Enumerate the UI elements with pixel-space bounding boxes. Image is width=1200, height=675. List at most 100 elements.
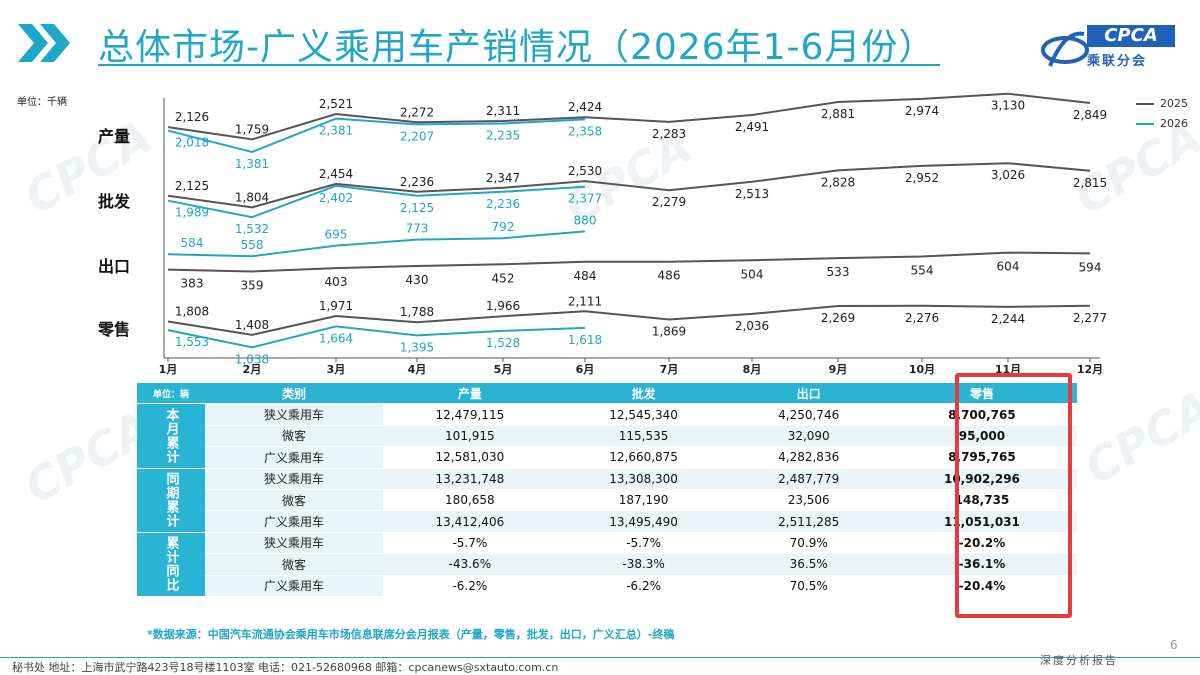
table-cell: 70.5% <box>730 575 887 597</box>
footer-contact: 秘书处 地址：上海市武宁路423号18号楼1103室 电话：021-526809… <box>12 661 559 674</box>
footer-divider <box>0 657 1200 658</box>
data-label: 2,207 <box>400 129 434 143</box>
data-source: *数据来源：中国汽车流通协会乘用车市场信息联席分会月报表（产量，零售，批发，出口… <box>147 628 675 641</box>
data-label: 2,974 <box>905 104 939 118</box>
table-category: 广义乘用车 <box>205 446 383 469</box>
x-tick-label: 12月 <box>1077 363 1103 376</box>
table-cell: 4,282,836 <box>730 446 887 469</box>
page-title: 总体市场-广义乘用车产销情况（2026年1-6月份） <box>98 27 936 68</box>
legend-label: 2026 <box>1160 117 1188 130</box>
data-label: 1,808 <box>175 305 209 319</box>
x-tick-label: 10月 <box>909 363 935 376</box>
table-cell: 70.9% <box>730 532 887 555</box>
chart-unit: 单位：千辆 <box>17 97 67 108</box>
col-header: 出口 <box>730 383 887 405</box>
table-row: 同期累计 狭义乘用车 13,231,748 13,308,300 2,487,779 10… <box>137 468 1077 533</box>
table-row: 广义乘用车 12,581,030 12,660,875 4,282,836 8,795,… <box>137 446 1077 469</box>
data-label: 1,759 <box>235 122 269 136</box>
data-label: 1,664 <box>319 331 353 345</box>
data-label: 2,381 <box>319 124 353 138</box>
table-cell: 12,581,030 <box>383 446 557 469</box>
data-label: 1,989 <box>175 206 209 220</box>
table-row: 广义乘用车 13,412,406 13,495,490 2,511,285 11,051… <box>137 510 1077 533</box>
page-number: 6 <box>1170 638 1178 652</box>
table-category: 微客 <box>205 489 383 512</box>
legend-swatch <box>1136 102 1154 105</box>
table-cell: -43.6% <box>383 553 557 576</box>
data-label: 792 <box>492 220 515 234</box>
series-line-2025 <box>167 162 1091 209</box>
table-category: 微客 <box>205 553 383 576</box>
title-underline <box>98 64 940 66</box>
table-category: 广义乘用车 <box>205 510 383 533</box>
data-label: 2,279 <box>652 195 686 209</box>
data-label: 554 <box>911 264 934 278</box>
x-tick-label: 9月 <box>829 363 848 376</box>
data-label: 3,026 <box>991 168 1025 182</box>
data-label: 1,966 <box>486 299 520 313</box>
legend-item-2025: 2025 <box>1136 97 1188 110</box>
data-label: 1,804 <box>235 190 269 204</box>
series-line-2026 <box>167 230 586 258</box>
x-tick-label: 6月 <box>576 363 595 376</box>
cpca-logo-icon <box>1041 31 1089 67</box>
data-label: 594 <box>1079 260 1102 274</box>
table-cell: 36.5% <box>730 553 887 576</box>
data-label: 1,395 <box>400 340 434 354</box>
data-label: 2,849 <box>1073 108 1107 122</box>
data-label: 2,235 <box>486 129 520 143</box>
table-row: 微客 -43.6% -38.3% 36.5% -36.1% <box>137 553 1077 576</box>
data-label: 2,881 <box>821 107 855 121</box>
data-label: 2,125 <box>175 179 209 193</box>
data-label: 2,018 <box>175 136 209 150</box>
table-cell: 148,735 <box>886 489 1077 512</box>
series-line-2026 <box>167 325 586 349</box>
table-cell: 12,660,875 <box>556 446 731 469</box>
panel-label-wholesale: 批发 <box>98 192 131 211</box>
data-label: 1,408 <box>235 318 269 332</box>
table-cell: 95,000 <box>886 425 1077 448</box>
data-label: 2,111 <box>568 294 602 308</box>
table-category: 狭义乘用车 <box>205 403 383 426</box>
panel-label-retail: 零售 <box>98 320 131 339</box>
data-label: 2,377 <box>568 192 602 206</box>
col-header: 零售 <box>886 383 1077 405</box>
data-label: 2,236 <box>400 175 434 189</box>
data-label: 2,491 <box>735 120 769 134</box>
data-label: 1,532 <box>235 222 269 236</box>
table-header-row: 单位：辆 类别 产量 批发 出口 零售 <box>137 383 1077 405</box>
table-row: 微客 101,915 115,535 32,090 95,000 <box>137 425 1077 448</box>
data-label: 2,269 <box>821 311 855 325</box>
table-cell: -5.7% <box>556 532 731 555</box>
data-label: 2,125 <box>400 201 434 215</box>
series-line-2026 <box>167 117 586 154</box>
col-header: 类别 <box>205 383 383 405</box>
table-cell: 13,231,748 <box>383 468 557 490</box>
table-cell: 11,051,031 <box>886 510 1077 533</box>
table-cell: -5.7% <box>383 532 557 555</box>
table-cell: -20.4% <box>886 575 1077 597</box>
data-label: 3,130 <box>991 99 1025 113</box>
data-label: 2,236 <box>486 197 520 211</box>
data-table: 单位：辆 类别 产量 批发 出口 零售 本月累计 狭义乘用车 12,479,115 1… <box>137 383 1077 597</box>
data-label: 584 <box>181 236 204 250</box>
data-label: 2,952 <box>905 171 939 185</box>
table-row: 微客 180,658 187,190 23,506 148,735 <box>137 489 1077 512</box>
table-cell: 23,506 <box>730 489 887 512</box>
watermark: CPCA <box>1075 379 1200 495</box>
table-group-label: 本月累计 <box>137 403 205 469</box>
table-category: 狭义乘用车 <box>205 468 383 490</box>
table-cell: 12,479,115 <box>383 403 557 426</box>
data-label: 486 <box>658 269 681 283</box>
x-tick-label: 8月 <box>743 363 762 376</box>
data-label: 2,513 <box>735 187 769 201</box>
table-row: 累计同比 狭义乘用车 -5.7% -5.7% 70.9% -20.2% <box>137 532 1077 597</box>
data-label: 452 <box>492 271 515 285</box>
panel-label-production: 产量 <box>98 127 131 146</box>
highlight-box <box>955 373 1072 618</box>
table-cell: 13,495,490 <box>556 510 731 533</box>
x-tick-label: 1月 <box>159 363 178 376</box>
x-tick-label: 11月 <box>995 363 1021 376</box>
data-label: 2,424 <box>568 100 602 114</box>
table-category: 狭义乘用车 <box>205 532 383 555</box>
